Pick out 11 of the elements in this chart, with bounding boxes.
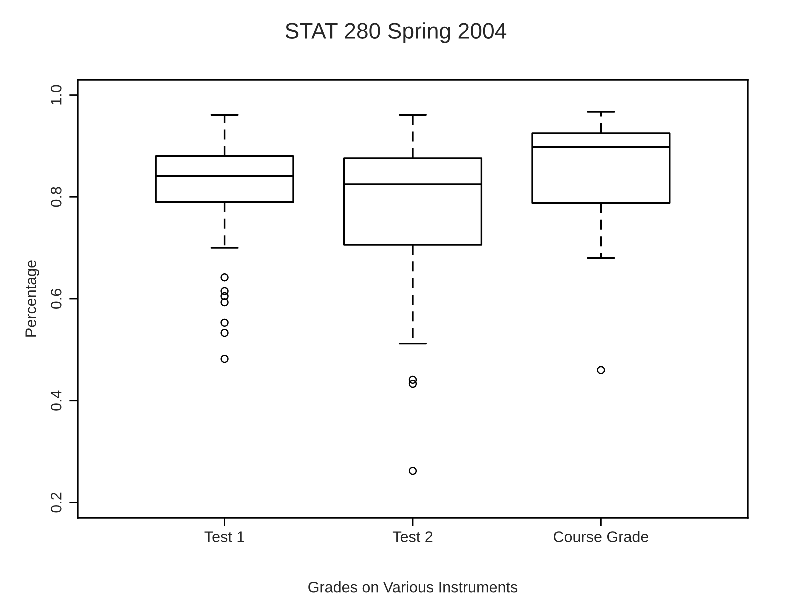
x-tick-label: Test 2 [392, 532, 433, 542]
y-axis-title: Percentage [26, 260, 40, 337]
y-tick-label: 1.0 [50, 85, 62, 105]
y-tick-label: 0.2 [50, 492, 62, 513]
y-tick-label: 0.6 [50, 289, 62, 310]
x-tick-label: Course Grade [554, 531, 649, 542]
y-tick-label: 0.4 [50, 390, 62, 411]
x-tick-label: Test 1 [204, 532, 244, 542]
chart-title: STAT 280 Spring 2004 [286, 22, 507, 44]
y-tick-label: 0.8 [50, 187, 62, 208]
x-axis-title: Grades on Various Instruments [308, 582, 518, 593]
